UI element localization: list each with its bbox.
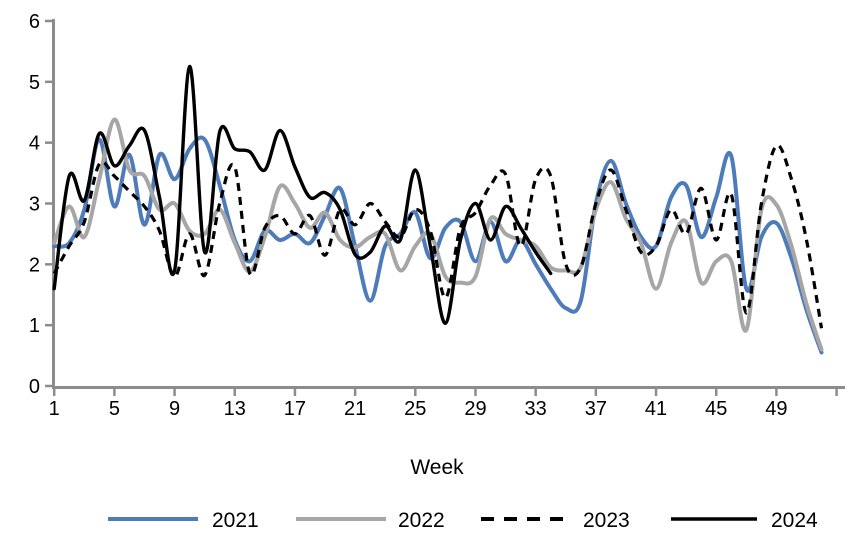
- legend-item-2024: 2024: [671, 509, 818, 532]
- x-tick-label: 9: [169, 398, 180, 420]
- legend-item-2021: 2021: [108, 509, 259, 532]
- legend: 2021 2022 2023 2024: [108, 509, 818, 532]
- x-tick-label: 29: [464, 398, 486, 420]
- series-line-2021: [52, 135, 824, 355]
- legend-item-2023: 2023: [481, 509, 630, 532]
- y-tick-label: 1: [29, 315, 40, 337]
- legend-label-2022: 2022: [398, 509, 445, 532]
- series-line-2023: [52, 143, 824, 329]
- legend-label-2023: 2023: [583, 509, 630, 532]
- axes: [52, 19, 845, 389]
- x-tick-label: 33: [525, 398, 547, 420]
- x-tick-label: 37: [585, 398, 607, 420]
- x-tick-label: 17: [284, 398, 306, 420]
- y-tick-label: 5: [29, 72, 40, 94]
- legend-label-2024: 2024: [771, 509, 818, 532]
- x-tick-label: 5: [109, 398, 120, 420]
- y-tick-label: 0: [29, 376, 40, 398]
- x-tick-label: 41: [645, 398, 667, 420]
- x-tick-label: 25: [404, 398, 426, 420]
- y-tick-label: 3: [29, 194, 40, 216]
- series-lines: [52, 64, 824, 355]
- x-axis-title: Week: [410, 456, 464, 479]
- series-line-2022: [52, 117, 824, 352]
- x-axis-ticks: 1 5 9 13 17 21 25 29 33 37 41 45 49: [49, 389, 838, 420]
- y-tick-label: 2: [29, 254, 40, 276]
- x-tick-label: 21: [344, 398, 366, 420]
- x-tick-label: 1: [49, 398, 60, 420]
- y-tick-label: 6: [29, 11, 40, 33]
- legend-label-2021: 2021: [212, 509, 259, 532]
- legend-item-2022: 2022: [296, 509, 445, 532]
- series-line-2024: [52, 64, 553, 326]
- y-tick-label: 4: [29, 133, 40, 155]
- x-tick-label: 49: [765, 398, 787, 420]
- x-tick-label: 45: [705, 398, 727, 420]
- x-tick-label: 13: [224, 398, 246, 420]
- y-axis-ticks: 0 1 2 3 4 5 6: [29, 11, 52, 398]
